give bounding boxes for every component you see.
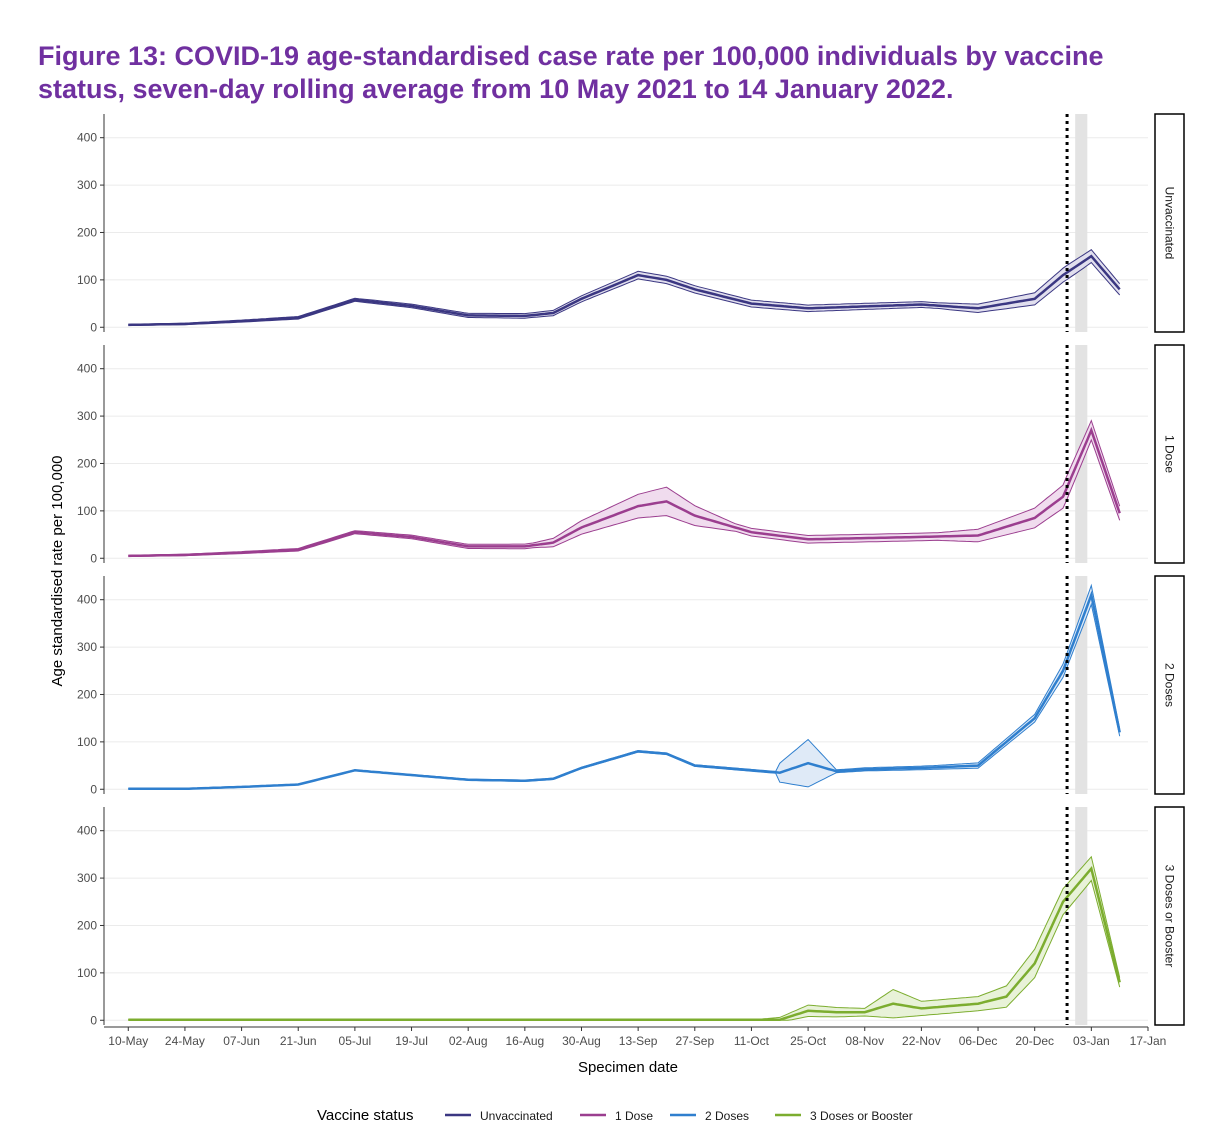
facet-strip-label: 1 Dose xyxy=(1163,435,1177,473)
x-tick-label: 30-Aug xyxy=(562,1034,601,1048)
series-line xyxy=(128,590,1121,791)
panel-0: 0 100 200 300 400 Unvaccinated xyxy=(77,113,1185,334)
confidence-band xyxy=(128,249,1120,326)
x-tick-label: 02-Aug xyxy=(449,1034,488,1048)
lower-bound-line xyxy=(128,438,1121,557)
x-axis-label: Specimen date xyxy=(578,1059,678,1076)
x-tick-label: 16-Aug xyxy=(505,1034,544,1048)
legend-label: 3 Doses or Booster xyxy=(810,1109,913,1123)
y-tick-label: 0 xyxy=(90,782,97,796)
y-tick-label: 300 xyxy=(77,178,97,192)
legend-title: Vaccine status xyxy=(317,1107,413,1124)
x-tick-label: 05-Jul xyxy=(339,1034,372,1048)
legend-item: Unvaccinated xyxy=(445,1109,553,1123)
panel-1: 0 100 200 300 400 1 Dose xyxy=(77,344,1185,565)
series-line xyxy=(128,254,1121,327)
x-tick-label: 25-Oct xyxy=(790,1034,827,1048)
series-line xyxy=(128,426,1121,558)
y-tick-label: 0 xyxy=(90,551,97,565)
y-tick-label: 400 xyxy=(77,362,97,376)
x-tick-label: 19-Jul xyxy=(395,1034,428,1048)
y-tick-label: 200 xyxy=(77,225,97,239)
y-tick-label: 100 xyxy=(77,504,97,518)
y-tick-label: 200 xyxy=(77,687,97,701)
confidence-band xyxy=(128,856,1120,1021)
x-tick-label: 21-Jun xyxy=(280,1034,317,1048)
x-tick-label: 06-Dec xyxy=(959,1034,998,1048)
y-tick-label: 100 xyxy=(77,735,97,749)
y-tick-label: 0 xyxy=(90,320,97,334)
facet-strip-label: 3 Doses or Booster xyxy=(1163,865,1177,968)
y-tick-label: 300 xyxy=(77,640,97,654)
facet-strip xyxy=(1154,344,1185,564)
facet-strip-label: Unvaccinated xyxy=(1163,187,1177,260)
legend-item: 3 Doses or Booster xyxy=(775,1109,913,1123)
x-tick-label: 17-Jan xyxy=(1130,1034,1167,1048)
lower-bound-line xyxy=(128,602,1121,790)
facet-strip xyxy=(1154,575,1185,795)
y-axis-label: Age standardised rate per 100,000 xyxy=(49,456,66,687)
x-tick-label: 11-Oct xyxy=(734,1034,770,1048)
legend-item: 1 Dose xyxy=(580,1109,653,1123)
legend-item: 2 Doses xyxy=(670,1109,749,1123)
upper-bound-line xyxy=(128,583,1121,789)
y-tick-label: 100 xyxy=(77,273,97,287)
facet-strip xyxy=(1154,806,1185,1026)
chart-panels: 0 100 200 300 400 Unvaccinated 0 100 200 300 400 1 … xyxy=(77,113,1185,1027)
panel-3: 0 100 200 300 400 3 Doses or Booster xyxy=(77,806,1185,1027)
lower-bound-line xyxy=(128,261,1121,326)
y-tick-label: 200 xyxy=(77,918,97,932)
x-tick-label: 27-Sep xyxy=(675,1034,714,1048)
x-tick-label: 22-Nov xyxy=(902,1034,941,1048)
series-line xyxy=(128,865,1121,1022)
x-axis: 10-May 24-May 07-Jun 21-Jun 05-Jul 19-Jul 02-A… xyxy=(104,1026,1167,1048)
facet-strip xyxy=(1154,113,1185,333)
legend: Vaccine status Unvaccinated 1 Dose 2 Doses 3… xyxy=(317,1107,913,1124)
legend-label: Unvaccinated xyxy=(480,1109,553,1123)
x-tick-label: 24-May xyxy=(165,1034,205,1048)
upper-bound-line xyxy=(128,855,1121,1020)
x-tick-label: 10-May xyxy=(108,1034,148,1048)
figure-title: Figure 13: COVID-19 age-standardised cas… xyxy=(38,41,1104,104)
y-tick-label: 100 xyxy=(77,966,97,980)
x-tick-label: 08-Nov xyxy=(845,1034,884,1048)
y-tick-label: 300 xyxy=(77,871,97,885)
y-tick-label: 300 xyxy=(77,409,97,423)
legend-label: 2 Doses xyxy=(705,1109,749,1123)
y-tick-label: 400 xyxy=(77,131,97,145)
incomplete-data-band xyxy=(1075,807,1088,1025)
facet-strip-label: 2 Doses xyxy=(1163,663,1177,707)
incomplete-data-band xyxy=(1075,114,1088,332)
y-tick-label: 400 xyxy=(77,593,97,607)
y-tick-label: 200 xyxy=(77,456,97,470)
x-tick-label: 13-Sep xyxy=(619,1034,658,1048)
panel-2: 0 100 200 300 400 2 Doses xyxy=(77,575,1185,796)
confidence-band xyxy=(128,585,1120,790)
x-tick-label: 03-Jan xyxy=(1073,1034,1110,1048)
legend-label: 1 Dose xyxy=(615,1109,653,1123)
y-tick-label: 0 xyxy=(90,1013,97,1027)
x-tick-label: 20-Dec xyxy=(1015,1034,1054,1048)
x-tick-label: 07-Jun xyxy=(223,1034,260,1048)
y-tick-label: 400 xyxy=(77,824,97,838)
upper-bound-line xyxy=(128,249,1121,325)
